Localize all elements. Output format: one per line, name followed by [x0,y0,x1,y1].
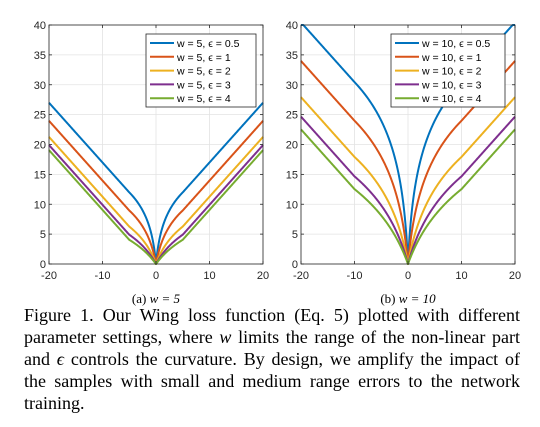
y-tick-label: 10 [34,199,46,211]
x-tick-label: 20 [509,270,521,282]
y-tick-label: 20 [286,140,298,152]
chart-panel-b: -20 -10 0 10 20 0 5 10 15 20 25 30 35 40 w = 10, ϵ = 0… [286,20,521,306]
y-tick-label: 35 [34,50,46,62]
caption-text-3: controls the curvature. By design, we am… [24,349,520,413]
caption-math-eps: ϵ [56,349,65,369]
legend-label-4: w = 5, ϵ = 3 [176,79,231,91]
y-tick-label: 5 [40,229,46,241]
y-tick-label: 0 [292,259,298,271]
y-tick-label: 40 [34,20,46,32]
caption-text-2: limits the range of the non-linear part … [24,327,520,369]
panel-subtitle: (a) w = 5 [132,291,181,306]
panel-subtitle-math: w = 5 [150,291,181,306]
caption-math-w: w [219,327,232,347]
legend-label-5: w = 5, ϵ = 4 [176,93,231,105]
x-tick-label: 10 [203,270,215,282]
y-tick-label: 5 [292,229,298,241]
x-tick-label: -20 [41,270,57,282]
y-tick-label: 15 [286,169,298,181]
figure-caption: Figure 1. Our Wing loss function (Eq. 5)… [24,304,520,414]
y-tick-label: 30 [34,80,46,92]
panel-subtitle-math: w = 10 [399,291,436,306]
y-tick-label: 15 [34,169,46,181]
legend-label-4: w = 10, ϵ = 3 [421,79,482,91]
legend-label-2: w = 10, ϵ = 1 [421,52,482,64]
x-tick-label: 20 [257,270,269,282]
y-tick-label: 10 [286,199,298,211]
x-tick-label: 10 [455,270,467,282]
legend-label-3: w = 10, ϵ = 2 [421,66,482,78]
y-tick-label: 25 [286,110,298,122]
y-tick-label: 0 [40,259,46,271]
legend-label-2: w = 5, ϵ = 1 [176,52,231,64]
chart-panel-a: -20 -10 0 10 20 0 5 10 15 20 25 30 35 40 w = 5, ϵ = 0.… [34,20,269,306]
x-tick-label: -20 [293,270,309,282]
legend-label-3: w = 5, ϵ = 2 [176,66,231,78]
panel-subtitle-prefix: (b) [380,291,398,306]
legend-label-1: w = 5, ϵ = 0.5 [176,38,240,50]
y-tick-label: 35 [286,50,298,62]
caption-text-1: Figure 1. Our Wing loss function (Eq. 5)… [24,305,520,347]
x-tick-label: -10 [347,270,363,282]
y-tick-label: 20 [34,140,46,152]
x-tick-label: -10 [95,270,111,282]
y-tick-label: 40 [286,20,298,32]
x-tick-label: 0 [405,270,411,282]
y-tick-label: 25 [34,110,46,122]
panel-subtitle-prefix: (a) [132,291,150,306]
legend-label-1: w = 10, ϵ = 0.5 [421,38,490,50]
x-tick-label: 0 [153,270,159,282]
panel-subtitle: (b) w = 10 [380,291,436,306]
legend-label-5: w = 10, ϵ = 4 [421,93,482,105]
y-tick-label: 30 [286,80,298,92]
